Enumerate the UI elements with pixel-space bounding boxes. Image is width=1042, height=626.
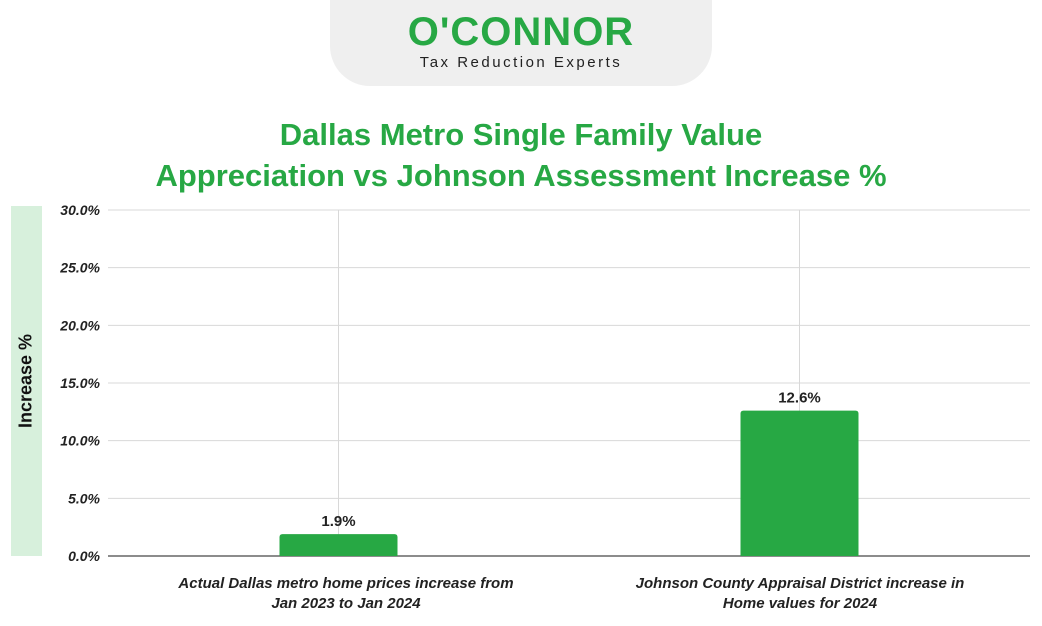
bar-value-label: 12.6% — [778, 390, 821, 407]
y-tick-label: 30.0% — [60, 202, 100, 218]
chart-title: Dallas Metro Single Family Value Appreci… — [0, 114, 1042, 196]
y-tick-label: 10.0% — [60, 433, 100, 449]
chart-title-line-2: Appreciation vs Johnson Assessment Incre… — [155, 158, 887, 193]
chart-title-line-1: Dallas Metro Single Family Value — [279, 117, 763, 152]
bar — [740, 410, 859, 556]
y-tick-label: 25.0% — [59, 260, 100, 276]
y-tick-label: 15.0% — [60, 375, 100, 391]
bar-value-label: 1.9% — [321, 513, 355, 530]
category-label-2-line-1: Johnson County Appraisal District increa… — [635, 575, 965, 592]
category-label-2: Johnson County Appraisal District increa… — [610, 574, 990, 614]
y-tick-label: 20.0% — [59, 317, 100, 333]
bar — [279, 534, 398, 556]
y-tick-label: 0.0% — [68, 548, 100, 564]
logo-tagline: Tax Reduction Experts — [419, 54, 623, 71]
category-label-1-line-2: Jan 2023 to Jan 2024 — [271, 595, 421, 612]
category-label-1-line-1: Actual Dallas metro home prices increase… — [178, 575, 514, 592]
y-axis-label-band — [11, 206, 42, 556]
logo-wordmark: O'CONNOR — [407, 10, 635, 54]
category-label-2-line-2: Home values for 2024 — [722, 595, 878, 612]
logo-banner: O'CONNOR Tax Reduction Experts — [330, 0, 712, 86]
category-label-1: Actual Dallas metro home prices increase… — [156, 574, 536, 614]
y-tick-label: 5.0% — [68, 490, 100, 506]
